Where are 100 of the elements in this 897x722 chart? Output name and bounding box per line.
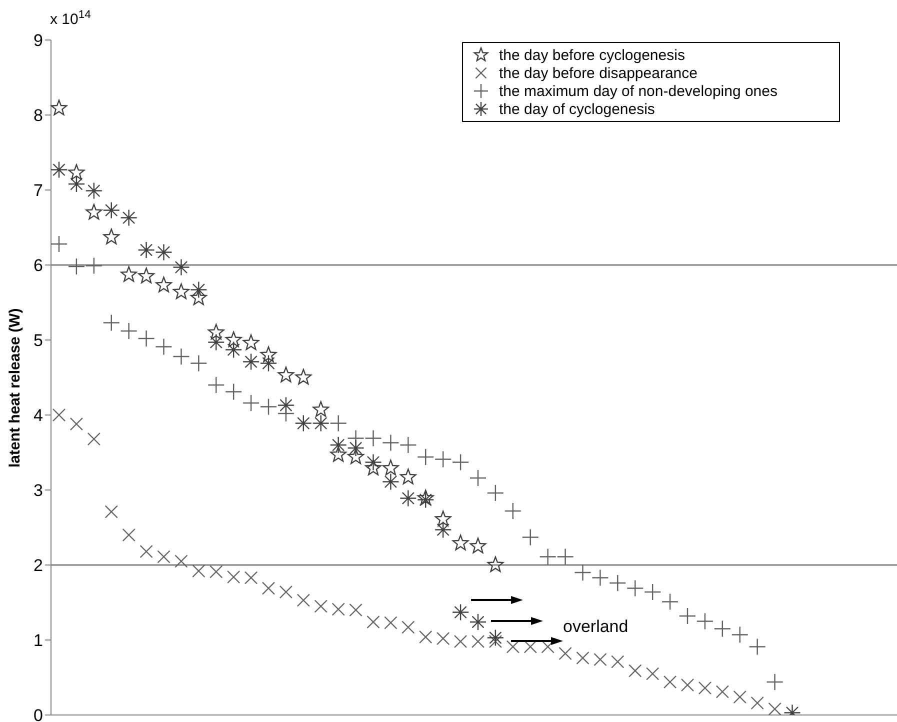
y-tick-label: 4 [34, 406, 43, 426]
point [487, 556, 504, 572]
point [382, 434, 400, 452]
point [594, 652, 607, 666]
point [260, 398, 278, 416]
point [122, 528, 136, 542]
point [748, 638, 766, 656]
point [364, 454, 382, 471]
point [452, 534, 469, 550]
point [436, 632, 450, 646]
point [192, 564, 206, 578]
point [609, 574, 626, 592]
point [347, 439, 364, 457]
point [574, 564, 592, 582]
point [486, 629, 504, 646]
point [364, 430, 382, 447]
point [696, 612, 714, 630]
point [156, 276, 172, 292]
y-tick-label: 8 [34, 106, 43, 126]
point [210, 565, 223, 578]
point [173, 283, 190, 300]
point [208, 376, 225, 394]
point [646, 667, 660, 680]
legend-label: the maximum day of non-developing ones [499, 82, 778, 100]
point [469, 613, 487, 631]
point [644, 583, 662, 601]
y-tick-label: 0 [34, 706, 43, 722]
point [417, 491, 434, 508]
y-tick-label: 2 [34, 556, 43, 576]
point [50, 235, 68, 253]
point [400, 436, 417, 454]
point [68, 175, 86, 193]
annotation: overland [563, 617, 628, 636]
point [102, 314, 120, 332]
point [295, 368, 312, 385]
point [716, 685, 730, 698]
point [208, 334, 225, 351]
point [224, 341, 242, 358]
point [382, 460, 399, 476]
point [626, 580, 644, 597]
point [522, 528, 539, 546]
point [68, 164, 85, 180]
point [244, 571, 258, 584]
point [663, 675, 677, 689]
y-tick-label: 9 [34, 31, 43, 50]
point [312, 414, 330, 432]
point [226, 570, 240, 584]
point [330, 436, 347, 454]
point [452, 604, 470, 621]
point [140, 544, 153, 558]
y-tick-label: 1 [34, 631, 43, 650]
y-tick-label: 3 [34, 481, 43, 500]
point [52, 408, 66, 422]
point [417, 448, 434, 466]
point [486, 484, 504, 502]
point [714, 620, 732, 638]
y-tick-label: 5 [34, 331, 43, 350]
point [698, 681, 712, 695]
point [558, 646, 572, 660]
point [524, 640, 537, 654]
point [174, 554, 188, 568]
point [312, 401, 330, 417]
point [541, 640, 554, 654]
point [330, 446, 347, 462]
point [120, 209, 138, 226]
y-tick-label: 6 [34, 256, 43, 276]
point [138, 268, 154, 284]
point [454, 634, 468, 648]
point [294, 414, 312, 432]
point [277, 396, 295, 414]
point [539, 548, 556, 566]
point [242, 353, 260, 370]
point [190, 354, 208, 372]
point [260, 354, 278, 372]
point [611, 655, 624, 668]
point [190, 289, 207, 306]
point [766, 673, 784, 691]
point [419, 630, 432, 644]
point [87, 432, 101, 446]
point [434, 450, 452, 468]
point [86, 204, 102, 220]
point [70, 417, 84, 431]
point [208, 324, 224, 340]
point [678, 607, 696, 625]
point [157, 550, 170, 564]
point [628, 664, 642, 678]
point [190, 281, 208, 298]
point [506, 640, 520, 654]
y-tick-label: 7 [34, 181, 43, 200]
point [120, 266, 138, 282]
point [242, 394, 260, 412]
point [471, 634, 485, 648]
point [434, 510, 452, 526]
point [733, 690, 746, 704]
point [768, 702, 782, 715]
point [366, 615, 380, 629]
point [576, 651, 590, 665]
point [85, 182, 103, 200]
point [104, 505, 118, 518]
point [488, 634, 502, 648]
